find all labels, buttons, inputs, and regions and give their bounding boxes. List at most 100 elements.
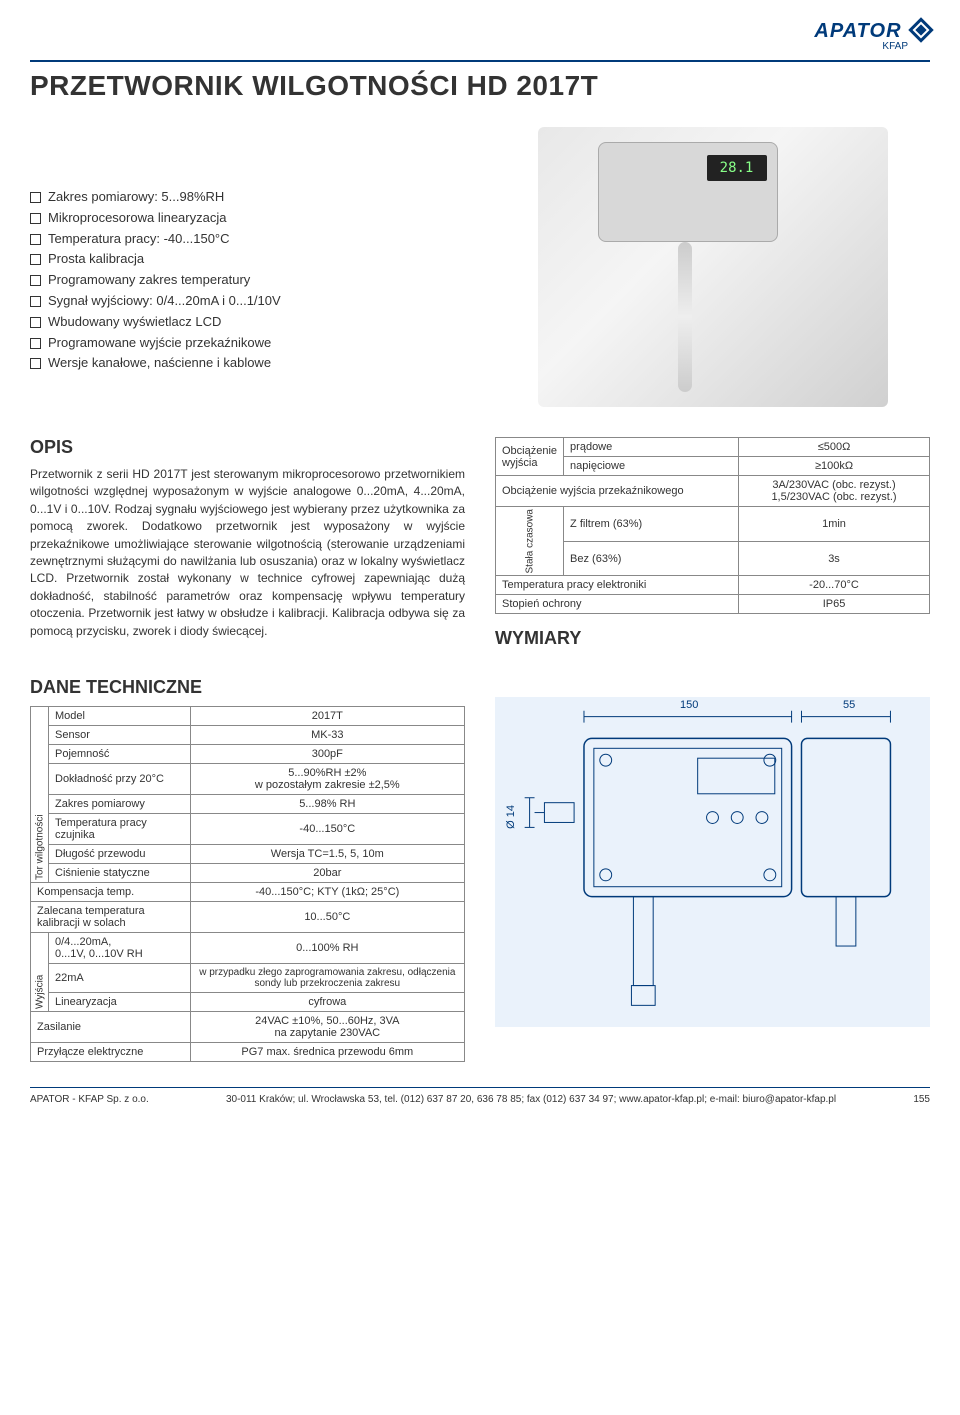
table-row: Obciążenie wyjścia prądowe ≤500Ω — [496, 438, 930, 457]
cell-value: 2017T — [190, 707, 464, 726]
table-row: Temperatura pracy elektroniki -20...70°C — [496, 576, 930, 595]
cell-value: 3s — [739, 541, 930, 576]
cell-label: Model — [49, 707, 191, 726]
cell-label: Przyłącze elektryczne — [31, 1043, 191, 1062]
feature-item: Temperatura pracy: -40...150°C — [30, 229, 465, 250]
table-row: Zalecana temperatura kalibracji w solach… — [31, 902, 465, 933]
page-title: PRZETWORNIK WILGOTNOŚCI HD 2017T — [30, 60, 930, 102]
cell-label: Stopień ochrony — [496, 595, 739, 614]
table-row: 22mAw przypadku złego zaprogramowania za… — [31, 964, 465, 993]
cell-value: 20bar — [190, 864, 464, 883]
table-row: Zakres pomiarowy5...98% RH — [31, 795, 465, 814]
dim-diameter: Ø 14 — [505, 805, 517, 829]
cell-value: 24VAC ±10%, 50...60Hz, 3VA na zapytanie … — [190, 1012, 464, 1043]
table-row: Wyjścia 0/4...20mA, 0...1V, 0...10V RH0.… — [31, 933, 465, 964]
cell-label: Zalecana temperatura kalibracji w solach — [31, 902, 191, 933]
dimension-drawing: 150 55 Ø 14 — [495, 697, 930, 1027]
table-row: Pojemność300pF — [31, 745, 465, 764]
footer-address: 30-011 Kraków; ul. Wrocławska 53, tel. (… — [226, 1094, 836, 1105]
cell-value: -20...70°C — [739, 576, 930, 595]
cell-value: w przypadku złego zaprogramowania zakres… — [190, 964, 464, 993]
cell-label: Linearyzacja — [49, 993, 191, 1012]
cell-label: Dokładność przy 20°C — [49, 764, 191, 795]
cell-value: -40...150°C — [190, 814, 464, 845]
table-row: Ciśnienie statyczne20bar — [31, 864, 465, 883]
spec-table-top: Obciążenie wyjścia prądowe ≤500Ω napięci… — [495, 437, 930, 614]
cell-vert-label: Tor wilgotności — [31, 707, 49, 883]
opis-paragraph: Przetwornik z serii HD 2017T jest sterow… — [30, 466, 465, 640]
feature-item: Programowany zakres temperatury — [30, 270, 465, 291]
cell-vert-label: Stała czasowa — [496, 507, 564, 576]
logo-text: APATOR — [814, 20, 901, 43]
feature-item: Wbudowany wyświetlacz LCD — [30, 312, 465, 333]
table-row: Tor wilgotności Model2017T — [31, 707, 465, 726]
logo-diamond-icon — [908, 17, 933, 42]
cell-label: Zasilanie — [31, 1012, 191, 1043]
table-row: Przyłącze elektrycznePG7 max. średnica p… — [31, 1043, 465, 1062]
feature-item: Prosta kalibracja — [30, 249, 465, 270]
table-row: Długość przewoduWersja TC=1.5, 5, 10m — [31, 845, 465, 864]
product-photo — [495, 127, 930, 407]
cell-label: Kompensacja temp. — [31, 883, 191, 902]
feature-item: Wersje kanałowe, naścienne i kablowe — [30, 353, 465, 374]
spec-table-bottom: Tor wilgotności Model2017T SensorMK-33 P… — [30, 706, 465, 1062]
cell-value: Wersja TC=1.5, 5, 10m — [190, 845, 464, 864]
cell-label: Temperatura pracy czujnika — [49, 814, 191, 845]
cell-value: ≤500Ω — [739, 438, 930, 457]
cell-label: Pojemność — [49, 745, 191, 764]
table-row: Stała czasowa Z filtrem (63%) 1min — [496, 507, 930, 542]
cell-value: PG7 max. średnica przewodu 6mm — [190, 1043, 464, 1062]
feature-item: Programowane wyjście przekaźnikowe — [30, 333, 465, 354]
section-wymiary-heading: WYMIARY — [495, 628, 930, 649]
table-row: Dokładność przy 20°C5...90%RH ±2% w pozo… — [31, 764, 465, 795]
cell-value: cyfrowa — [190, 993, 464, 1012]
table-row: SensorMK-33 — [31, 726, 465, 745]
cell-sub: napięciowe — [564, 457, 739, 476]
cell-value: IP65 — [739, 595, 930, 614]
cell-value: 0...100% RH — [190, 933, 464, 964]
table-row: Zasilanie24VAC ±10%, 50...60Hz, 3VA na z… — [31, 1012, 465, 1043]
feature-item: Zakres pomiarowy: 5...98%RH — [30, 187, 465, 208]
dim-w2: 55 — [843, 699, 855, 711]
cell-sub: Bez (63%) — [564, 541, 739, 576]
table-row: Kompensacja temp.-40...150°C; KTY (1kΩ; … — [31, 883, 465, 902]
table-row: Temperatura pracy czujnika-40...150°C — [31, 814, 465, 845]
cell-sub: Z filtrem (63%) — [564, 507, 739, 542]
cell-vert-label: Wyjścia — [31, 933, 49, 1012]
feature-list: Zakres pomiarowy: 5...98%RH Mikroproceso… — [30, 187, 465, 407]
cell-label: Ciśnienie statyczne — [49, 864, 191, 883]
footer-page-number: 155 — [913, 1094, 930, 1105]
cell-value: 5...98% RH — [190, 795, 464, 814]
footer-company: APATOR - KFAP Sp. z o.o. — [30, 1094, 149, 1105]
table-row: Linearyzacjacyfrowa — [31, 993, 465, 1012]
device-probe-icon — [678, 242, 692, 392]
section-opis-heading: OPIS — [30, 437, 465, 458]
dim-w1: 150 — [680, 699, 698, 711]
cell-value: 5...90%RH ±2% w pozostałym zakresie ±2,5… — [190, 764, 464, 795]
feature-item: Sygnał wyjściowy: 0/4...20mA i 0...1/10V — [30, 291, 465, 312]
table-row: Obciążenie wyjścia przekaźnikowego 3A/23… — [496, 476, 930, 507]
cell-value: 3A/230VAC (obc. rezyst.) 1,5/230VAC (obc… — [739, 476, 930, 507]
cell-value: 10...50°C — [190, 902, 464, 933]
drawing-svg — [495, 697, 930, 1027]
table-row: Stopień ochrony IP65 — [496, 595, 930, 614]
cell-sub: prądowe — [564, 438, 739, 457]
cell-label: Zakres pomiarowy — [49, 795, 191, 814]
cell-value: -40...150°C; KTY (1kΩ; 25°C) — [190, 883, 464, 902]
cell-label: Sensor — [49, 726, 191, 745]
cell-value: 300pF — [190, 745, 464, 764]
cell-label: Obciążenie wyjścia przekaźnikowego — [496, 476, 739, 507]
cell-value: MK-33 — [190, 726, 464, 745]
cell-value: 1min — [739, 507, 930, 542]
cell-label: Obciążenie wyjścia — [496, 438, 564, 476]
feature-item: Mikroprocesorowa linearyzacja — [30, 208, 465, 229]
cell-label: Temperatura pracy elektroniki — [496, 576, 739, 595]
device-body-icon — [598, 142, 778, 242]
cell-value: ≥100kΩ — [739, 457, 930, 476]
logo-subtext: KFAP — [30, 41, 908, 52]
cell-label: 0/4...20mA, 0...1V, 0...10V RH — [49, 933, 191, 964]
page-footer: APATOR - KFAP Sp. z o.o. 30-011 Kraków; … — [30, 1087, 930, 1105]
cell-label: 22mA — [49, 964, 191, 993]
cell-label: Długość przewodu — [49, 845, 191, 864]
section-dane-heading: DANE TECHNICZNE — [30, 677, 465, 698]
